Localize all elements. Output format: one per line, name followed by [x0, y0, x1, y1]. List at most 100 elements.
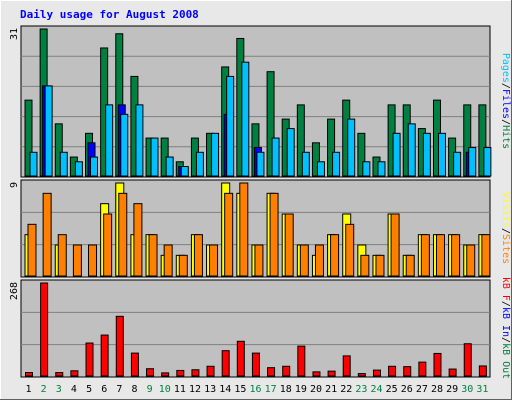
- bar-pages: [211, 132, 220, 177]
- bar-pages: [226, 75, 235, 177]
- bar-kb-f: [342, 355, 351, 377]
- day-label: 16: [249, 384, 261, 395]
- bar-pages: [90, 156, 99, 177]
- side-label-part: /: [500, 119, 511, 125]
- bar-sites: [103, 213, 113, 277]
- day-label: 15: [234, 384, 246, 395]
- bar-sites: [254, 244, 264, 277]
- side-label-top: Pages/Files/Hits: [500, 53, 511, 149]
- bar-sites: [133, 203, 143, 277]
- side-label-part: /: [500, 337, 511, 343]
- y-max-label-visits-sites: 9: [9, 182, 20, 188]
- bar-sites: [405, 254, 415, 277]
- chart-panels: 31 9 268: [9, 25, 492, 378]
- day-label: 12: [189, 384, 201, 395]
- day-label: 10: [159, 384, 171, 395]
- bar-sites: [72, 244, 82, 277]
- bar-kb-f: [85, 342, 94, 377]
- bar-sites: [345, 223, 355, 277]
- side-label-part: Pages: [500, 53, 511, 83]
- bar-sites: [57, 234, 67, 277]
- chart-title: Daily usage for August 2008: [20, 8, 199, 21]
- bar-hits: [54, 123, 63, 177]
- side-label-part: Files: [500, 89, 511, 119]
- y-max-label-kb: 268: [9, 282, 20, 300]
- bar-sites: [375, 254, 385, 277]
- panel-hits-files-pages: 31: [9, 25, 492, 178]
- bar-kb-f: [372, 369, 381, 377]
- bar-pages: [437, 132, 446, 177]
- bar-pages: [316, 161, 325, 177]
- day-label: 23: [355, 384, 367, 395]
- bar-pages: [150, 137, 159, 177]
- bar-kb-f: [433, 352, 442, 377]
- bar-sites: [209, 244, 219, 277]
- day-label: 9: [147, 384, 153, 395]
- y-max-label-hits-files-pages: 31: [9, 28, 20, 40]
- side-label-part: kB In: [500, 307, 511, 337]
- bar-kb-f: [100, 334, 109, 377]
- bar-kb-f: [176, 369, 185, 377]
- bar-hits: [357, 132, 366, 177]
- day-label: 3: [56, 384, 62, 395]
- day-label: 19: [295, 384, 307, 395]
- bar-pages: [407, 123, 416, 177]
- bar-sites: [466, 244, 476, 277]
- side-label-part: kB F: [500, 277, 511, 301]
- day-label: 1: [26, 384, 32, 395]
- bar-kb-f: [206, 365, 215, 377]
- bar-pages: [483, 147, 492, 177]
- bar-sites: [224, 192, 234, 277]
- bar-pages: [468, 147, 477, 177]
- bar-sites: [299, 244, 309, 277]
- day-label: 21: [325, 384, 337, 395]
- bar-kb-f: [267, 367, 276, 377]
- bar-sites: [420, 234, 430, 277]
- bar-kb-f: [312, 371, 321, 377]
- bar-sites: [178, 254, 188, 277]
- side-label-bottom: kB F/kB In/kB Out: [500, 277, 511, 379]
- bar-pages: [392, 132, 401, 177]
- bar-kb-f: [115, 315, 124, 377]
- panel-visits-sites: 9: [9, 179, 491, 278]
- bar-hits: [24, 99, 33, 177]
- bar-kb-f: [297, 345, 306, 377]
- bar-sites: [118, 192, 128, 277]
- day-labels: 1 2 3 4 5 6 7 8 9 10 11 12 13 14 15 16 17 18 19 20 21 22 23 24 2…: [26, 384, 489, 395]
- bar-pages: [74, 161, 83, 177]
- bar-kb-f: [221, 350, 230, 377]
- bar-kb-f: [388, 365, 397, 377]
- bar-pages: [29, 151, 38, 177]
- bar-kb-f: [25, 372, 33, 377]
- bar-pages: [59, 151, 68, 177]
- bar-sites: [42, 192, 52, 277]
- bar-sites: [330, 234, 340, 277]
- day-label: 29: [446, 384, 458, 395]
- day-label: 26: [401, 384, 413, 395]
- bar-pages: [332, 151, 341, 177]
- day-label: 7: [116, 384, 122, 395]
- bar-pages: [377, 161, 386, 177]
- bar-pages: [44, 85, 53, 177]
- bar-sites: [435, 234, 445, 277]
- bar-kb-f: [70, 370, 79, 377]
- bar-pages: [180, 166, 189, 177]
- bar-hits: [327, 118, 336, 177]
- bar-sites: [269, 192, 279, 277]
- day-label: 25: [386, 384, 398, 395]
- bar-pages: [165, 156, 174, 177]
- side-label-part: Sites: [500, 234, 511, 264]
- bar-pages: [362, 161, 371, 177]
- bar-kb-f: [418, 361, 427, 377]
- bar-kb-f: [40, 282, 49, 377]
- day-label: 31: [476, 384, 488, 395]
- bar-pages: [347, 118, 356, 177]
- day-label: 17: [265, 384, 277, 395]
- bar-kb-f: [146, 368, 155, 377]
- day-label: 18: [280, 384, 292, 395]
- side-label-part: kB Out: [500, 343, 511, 379]
- bar-sites: [88, 244, 98, 277]
- bar-sites: [314, 244, 324, 277]
